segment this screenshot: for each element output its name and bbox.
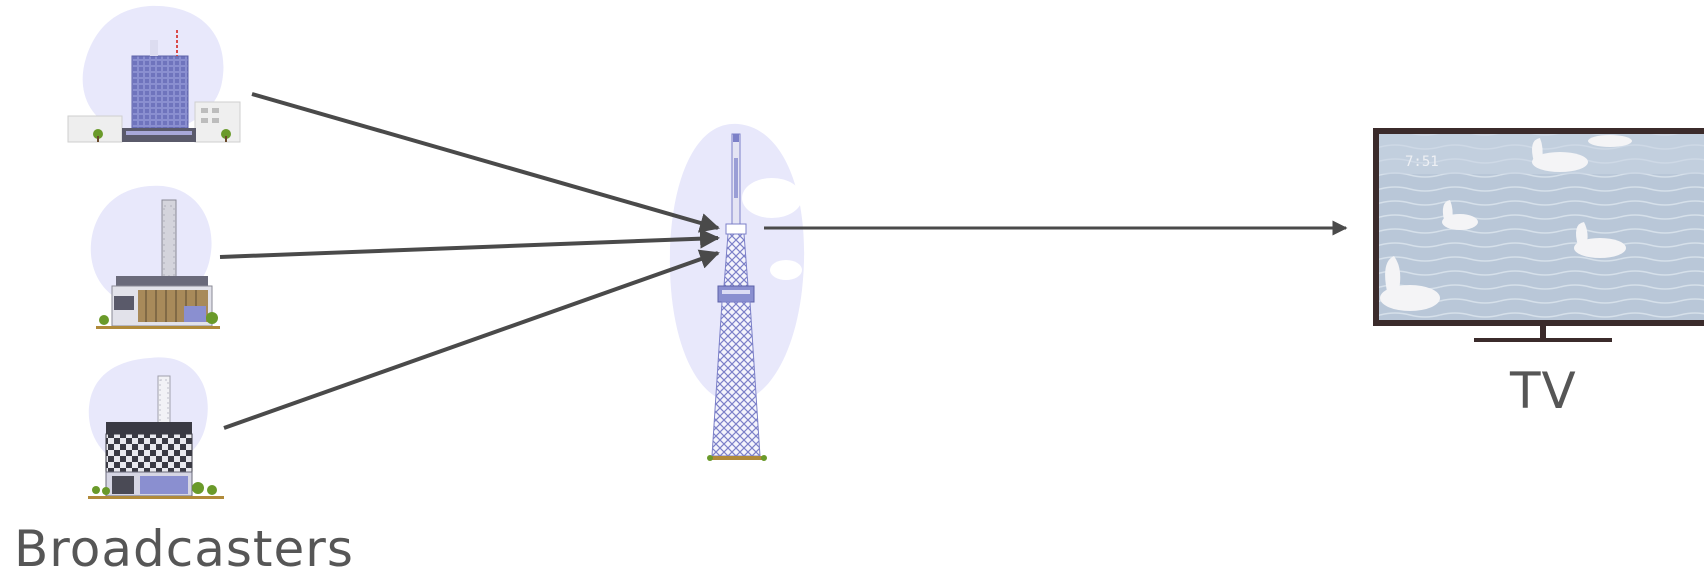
checkered-building-icon xyxy=(88,357,224,499)
arrow-broadcaster-3-to-tower xyxy=(223,249,720,430)
office-tower-icon xyxy=(67,5,241,143)
connector-arrows xyxy=(219,92,1348,430)
television-icon: 7:51 xyxy=(1373,128,1704,342)
tv-label: TV xyxy=(1510,362,1577,420)
broadcast-tower xyxy=(669,123,805,461)
broadcasters-label: Broadcasters xyxy=(14,520,354,578)
broadcaster-antenna-building xyxy=(90,185,220,329)
broadcast-tower-icon xyxy=(669,123,805,461)
broadcaster-office-tower xyxy=(67,5,241,143)
arrow-broadcaster-2-to-tower xyxy=(219,228,720,259)
antenna-building-icon xyxy=(90,185,220,329)
broadcaster-checkered-building xyxy=(88,357,224,499)
tv-clock: 7:51 xyxy=(1405,154,1439,170)
television: 7:51 xyxy=(1373,128,1704,342)
arrow-broadcaster-1-to-tower xyxy=(251,92,720,233)
